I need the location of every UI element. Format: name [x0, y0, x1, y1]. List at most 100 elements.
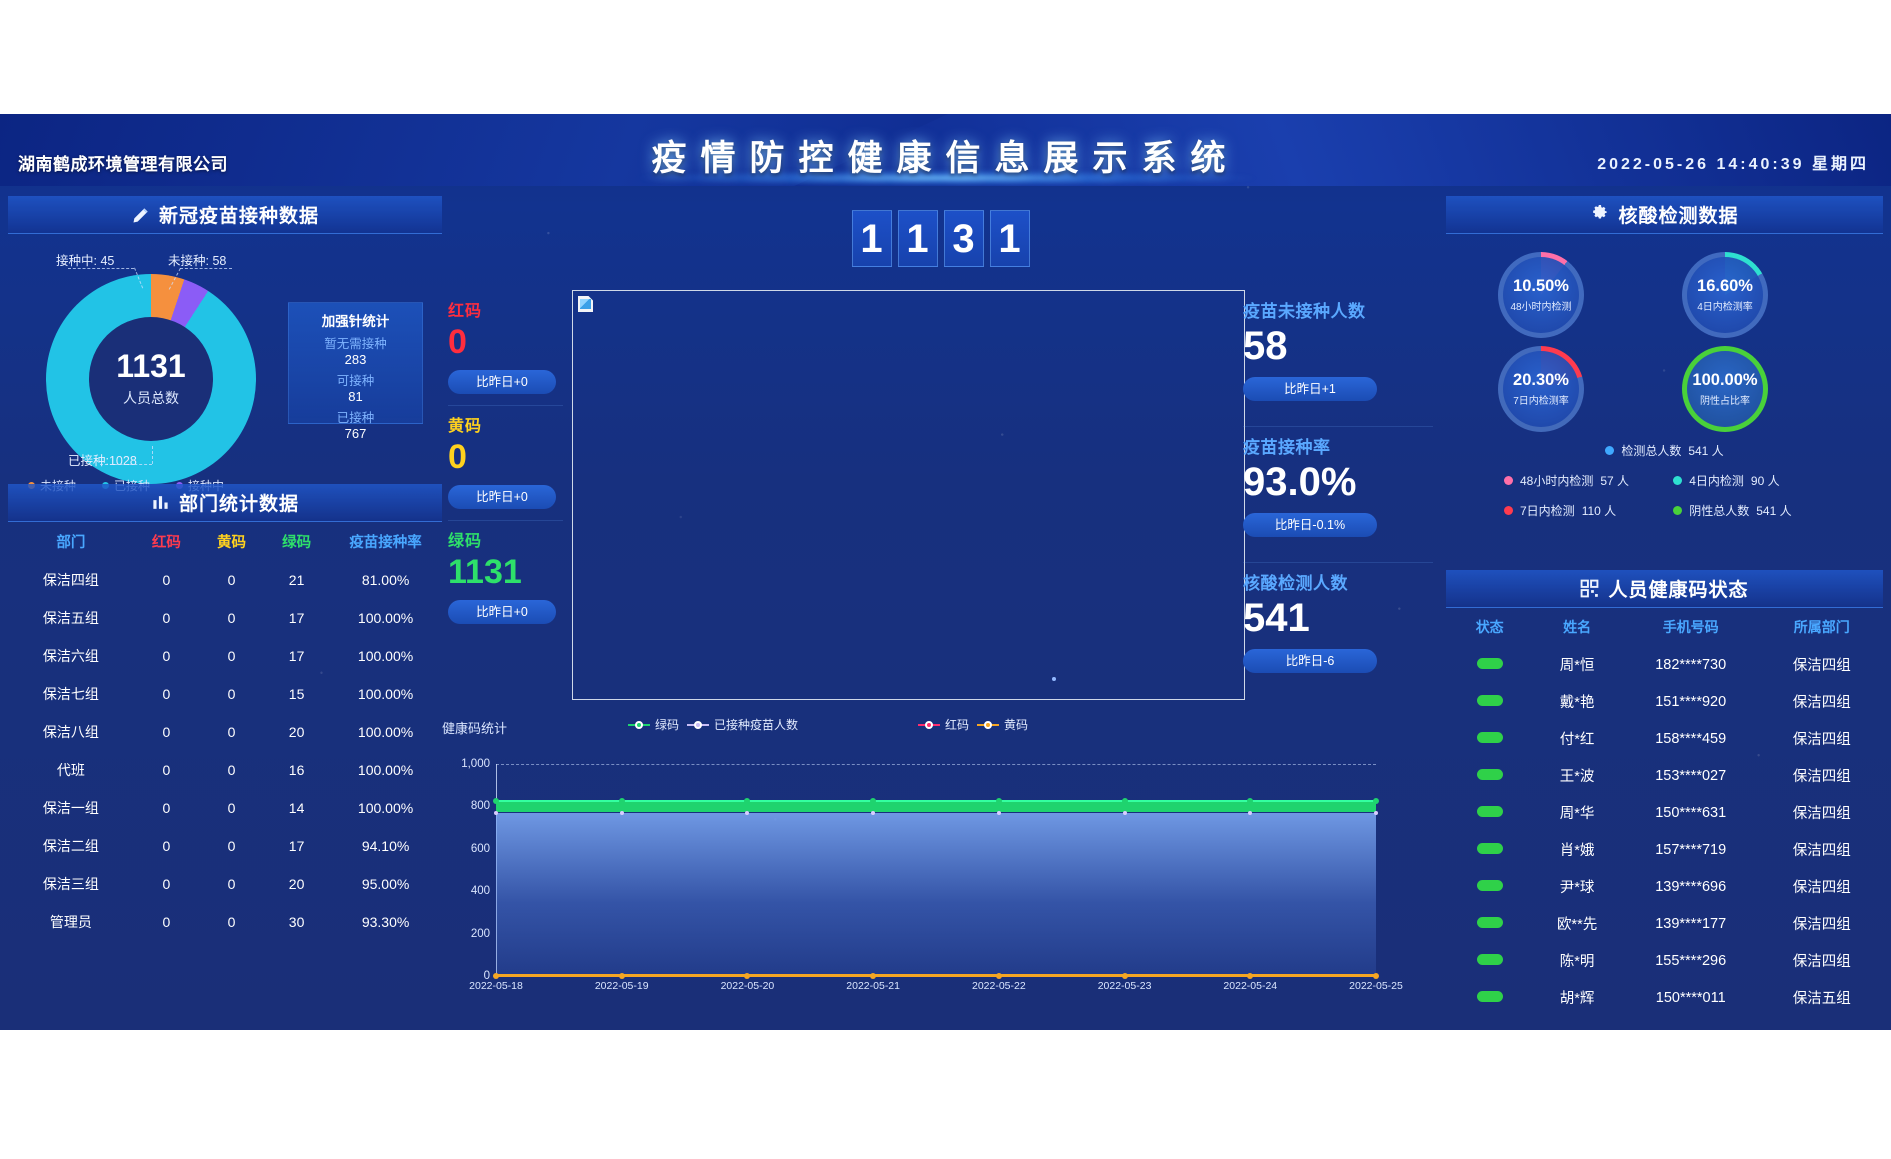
chart-plot-area: 0 200 400 600 800 1,000 2022-05-18 2022-05-19 20… — [461, 758, 1403, 992]
dept-cell-red: 0 — [162, 838, 171, 854]
chart-marker — [1121, 973, 1128, 979]
dept-cell-name: 保洁三组 — [42, 876, 99, 892]
chart-line-yellow-code — [496, 974, 1376, 977]
nat-ring-percent: 16.60% — [1697, 277, 1753, 296]
chart-x-tick: 2022-05-19 — [594, 980, 649, 992]
chart-legend-item-3[interactable]: 黄码 — [977, 716, 1028, 733]
dept-cell-green: 20 — [288, 876, 305, 892]
table-row[interactable]: 周*恒 182****730 保洁四组 — [1446, 646, 1883, 683]
nat-legend-value-total: 541 人 — [1688, 444, 1724, 458]
leader-line-3b — [152, 446, 153, 464]
chart-legend-label: 红码 — [945, 718, 970, 732]
table-row[interactable]: 肖*娥 157****719 保洁四组 — [1446, 831, 1883, 868]
table-row[interactable]: 尹*球 139****696 保洁四组 — [1446, 868, 1883, 905]
chart-marker — [1247, 973, 1254, 979]
table-row[interactable]: 胡*辉 150****011 保洁五组 — [1446, 979, 1883, 1016]
code-cell-name: 陈*明 — [1559, 954, 1595, 970]
table-row[interactable]: 戴*艳 151****920 保洁四组 — [1446, 683, 1883, 720]
chart-marker — [618, 797, 625, 804]
chart-marker — [995, 973, 1002, 979]
nucleic-acid-panel: 核酸检测数据 10.50% 48小时内检测 16.60% 4日内检测率 20.30% 7日… — [1446, 196, 1883, 564]
chart-marker — [870, 797, 877, 804]
stat-card-vaccination-rate: 疫苗接种率 93.0% 比昨日-0.1% — [1243, 427, 1433, 563]
table-row[interactable]: 保洁七组 0 0 15 100.00% — [8, 675, 442, 713]
code-cell-phone: 151****920 — [1655, 693, 1727, 710]
code-value-green: 1131 — [448, 553, 522, 591]
stat-value-vaccination-rate: 93.0% — [1243, 460, 1357, 504]
table-row[interactable]: 欧**先 139****177 保洁四组 — [1446, 905, 1883, 942]
code-cell-dept: 保洁四组 — [1792, 732, 1851, 748]
stat-label-unvaccinated: 疫苗未接种人数 — [1243, 302, 1366, 321]
code-cell-dept: 保洁四组 — [1792, 769, 1851, 785]
code-col-dept: 所属部门 — [1793, 619, 1850, 635]
table-row[interactable]: 陈*明 155****296 保洁四组 — [1446, 942, 1883, 979]
code-delta-yellow[interactable]: 比昨日+0 — [448, 484, 556, 509]
code-cell-status — [1446, 905, 1533, 942]
code-cell-dept: 保洁四组 — [1792, 880, 1851, 896]
chart-legend-item-0[interactable]: 绿码 — [628, 716, 679, 733]
table-row[interactable]: 代班 0 0 16 100.00% — [8, 751, 442, 789]
code-cell-status — [1446, 942, 1533, 979]
booster-value-2: 767 — [344, 426, 367, 441]
table-row[interactable]: 保洁六组 0 0 17 100.00% — [8, 637, 442, 675]
leader-line-2 — [180, 268, 232, 269]
status-badge — [1476, 879, 1503, 891]
chart-y-tick: 200 — [470, 927, 490, 940]
chart-legend-marker — [977, 720, 1000, 729]
dept-col-yellow: 黄码 — [217, 535, 246, 551]
table-row[interactable]: 王*波 153****027 保洁四组 — [1446, 757, 1883, 794]
nat-ring-inner: 20.30% 7日内检测率 — [1503, 351, 1579, 427]
donut-center: 1131 人员总数 — [89, 317, 213, 441]
table-row[interactable]: 保洁八组 0 0 20 100.00% — [8, 713, 442, 751]
chart-marker — [1122, 810, 1127, 815]
table-row[interactable]: 保洁五组 0 0 17 100.00% — [8, 599, 442, 637]
chart-legend-marker — [687, 720, 710, 729]
code-card-red: 红码 0 比昨日+0 — [448, 291, 563, 406]
dept-cell-name: 保洁六组 — [42, 648, 99, 664]
table-row[interactable]: 保洁二组 0 0 17 94.10% — [8, 827, 442, 865]
dept-panel-body: 部门 红码 黄码 绿码 疫苗接种率 保洁四组 0 0 21 81.00% 保洁五组 0 0 17… — [8, 522, 442, 941]
dept-cell-rate: 100.00% — [357, 648, 414, 664]
nat-legend-value-48h: 57 人 — [1600, 474, 1630, 488]
status-badge — [1476, 731, 1503, 743]
code-delta-red[interactable]: 比昨日+0 — [448, 369, 556, 394]
table-row[interactable]: 保洁一组 0 0 14 100.00% — [8, 789, 442, 827]
code-delta-green[interactable]: 比昨日+0 — [448, 599, 556, 624]
dept-cell-red: 0 — [162, 876, 171, 892]
code-cell-name: 周*华 — [1559, 806, 1595, 822]
header-glow — [635, 170, 1256, 186]
stat-delta-nat-count[interactable]: 比昨日-6 — [1243, 648, 1377, 673]
chart-marker — [494, 810, 498, 815]
chart-legend-item-2[interactable]: 红码 — [918, 716, 969, 733]
chart-x-tick: 2022-05-20 — [720, 980, 775, 992]
chart-legend-item-1[interactable]: 已接种疫苗人数 — [687, 716, 798, 733]
code-label-green: 绿码 — [448, 533, 483, 550]
table-row[interactable]: 保洁三组 0 0 20 95.00% — [8, 865, 442, 903]
dept-cell-yellow: 0 — [227, 762, 236, 778]
nat-legend-dot-7d — [1504, 506, 1513, 515]
code-cell-name: 欧**先 — [1556, 917, 1598, 933]
dept-cell-red: 0 — [162, 610, 171, 626]
booster-title: 加强针统计 — [321, 314, 390, 329]
table-row[interactable]: 周*华 150****631 保洁四组 — [1446, 794, 1883, 831]
dept-cell-red: 0 — [162, 648, 171, 664]
booster-value-1: 81 — [348, 389, 363, 404]
nat-legend-item-7d: 7日内检测 110 人 — [1446, 502, 1673, 519]
table-row[interactable]: 付*红 158****459 保洁四组 — [1446, 720, 1883, 757]
chart-marker — [1373, 797, 1379, 804]
nat-legend-row-1: 48小时内检测 57 人 4日内检测 90 人 — [1446, 472, 1883, 489]
dept-cell-rate: 100.00% — [357, 724, 414, 740]
health-code-column: 红码 0 比昨日+0 黄码 0 比昨日+0 绿码 1131 比昨日+0 — [448, 291, 563, 636]
nat-legend-label-total: 检测总人数 — [1621, 444, 1682, 458]
stat-delta-unvaccinated[interactable]: 比昨日+1 — [1243, 376, 1377, 401]
nat-legend-value-7d: 110 人 — [1581, 504, 1617, 518]
nat-legend-label-48h: 48小时内检测 — [1520, 474, 1594, 488]
code-cell-name: 尹*球 — [1559, 880, 1595, 896]
table-row[interactable]: 管理员 0 0 30 93.30% — [8, 903, 442, 941]
table-row[interactable]: 保洁四组 0 0 21 81.00% — [8, 561, 442, 599]
nat-ring-label: 48小时内检测 — [1510, 301, 1572, 313]
dept-cell-yellow: 0 — [227, 914, 236, 930]
stat-delta-vaccination-rate[interactable]: 比昨日-0.1% — [1243, 512, 1377, 537]
stat-label-nat-count: 核酸检测人数 — [1243, 574, 1348, 593]
map-placeholder[interactable] — [572, 290, 1245, 700]
